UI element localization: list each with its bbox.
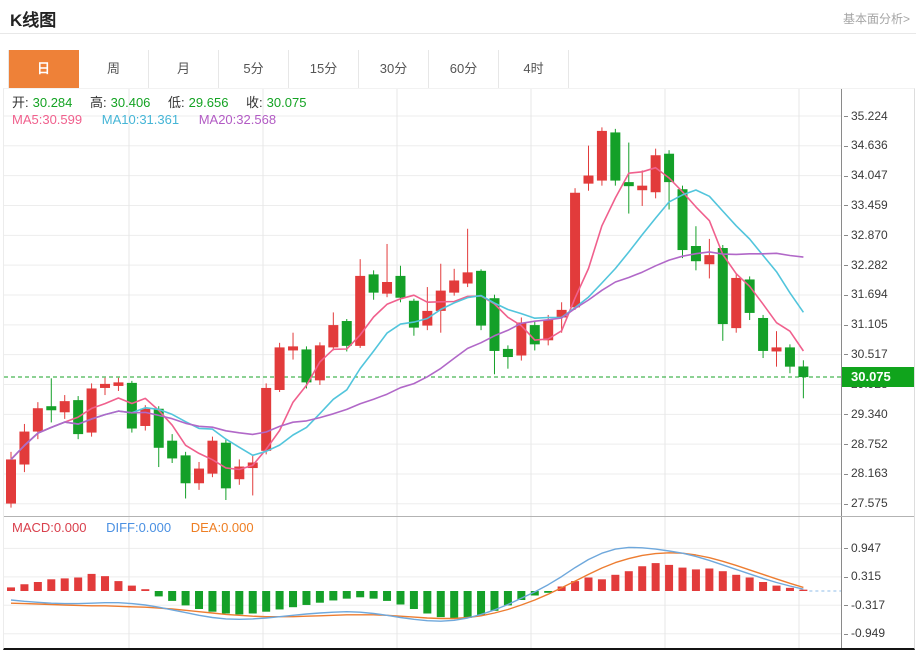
macd-axis-label: 0.315 (844, 569, 881, 584)
price-axis-label: 32.282 (844, 258, 888, 273)
ma5-label: MA5: (12, 112, 43, 127)
page-header: K线图 基本面分析> (0, 0, 916, 34)
close-label: 收: (246, 95, 263, 110)
macd-axis-label: -0.317 (844, 598, 885, 613)
macd-axis-label: 0.947 (844, 541, 881, 556)
tab-30分[interactable]: 30分 (359, 50, 429, 88)
low-value: 29.656 (188, 95, 229, 110)
price-axis-label: 34.636 (844, 138, 888, 153)
low-label: 低: (168, 95, 185, 110)
price-axis-label: 29.340 (844, 407, 888, 422)
ma10-label: MA10: (101, 112, 140, 127)
tab-周[interactable]: 周 (79, 50, 149, 88)
high-value: 30.406 (110, 95, 151, 110)
diff-label: DIFF: (106, 520, 139, 535)
ma5-value: 30.599 (42, 112, 83, 127)
fundamental-analysis-link[interactable]: 基本面分析> (842, 12, 910, 26)
macd-value: 0.000 (53, 520, 87, 535)
tab-月[interactable]: 月 (149, 50, 219, 88)
period-tabs: 日周月 5分 15分 30分 60分 4时 (8, 50, 569, 88)
price-axis-label: 28.163 (844, 466, 888, 481)
tab-60分[interactable]: 60分 (429, 50, 499, 88)
price-axis-label: 31.694 (844, 287, 888, 302)
ma20-label: MA20: (198, 112, 237, 127)
tab-日[interactable]: 日 (9, 50, 79, 88)
tab-15分[interactable]: 15分 (289, 50, 359, 88)
ma20-value: 32.568 (236, 112, 277, 127)
kline-chart-area: 开: 30.284 高: 30.406 低: 29.656 收: 30.075 MA5:… (3, 88, 915, 650)
dea-value: 0.000 (221, 520, 254, 535)
price-axis-line (841, 89, 842, 648)
page-title: K线图 (10, 11, 57, 30)
ohlc-legend: 开: 30.284 高: 30.406 低: 29.656 收: 30.075 (12, 92, 310, 111)
macd-label: MACD: (12, 520, 54, 535)
current-price-badge: 30.075 (842, 367, 914, 388)
diff-value: 0.000 (138, 520, 172, 535)
main-candlestick-chart[interactable] (4, 89, 841, 516)
tab-4时[interactable]: 4时 (499, 50, 569, 88)
open-label: 开: (12, 95, 29, 110)
price-axis-label: 33.459 (844, 198, 888, 213)
price-axis-label: 30.517 (844, 347, 888, 362)
macd-indicator-chart[interactable] (4, 517, 841, 648)
ma-legend: MA5:30.599 MA10:31.361 MA20:32.568 (12, 112, 276, 127)
dea-label: DEA: (190, 520, 222, 535)
price-axis-label: 32.870 (844, 228, 888, 243)
tab-5分[interactable]: 5分 (219, 50, 289, 88)
macd-legend: MACD:0.000 DIFF:0.000 DEA:0.000 (12, 520, 254, 535)
price-axis-label: 28.752 (844, 437, 888, 452)
price-axis-label: 35.224 (844, 109, 888, 124)
price-axis-label: 31.105 (844, 317, 888, 332)
macd-axis-label: -0.949 (844, 626, 885, 641)
price-axis-label: 27.575 (844, 496, 888, 511)
open-value: 30.284 (32, 95, 73, 110)
macd-panel-separator (4, 516, 914, 517)
high-label: 高: (90, 95, 107, 110)
close-value: 30.075 (266, 95, 307, 110)
price-axis-label: 34.047 (844, 168, 888, 183)
ma10-value: 31.361 (139, 112, 180, 127)
